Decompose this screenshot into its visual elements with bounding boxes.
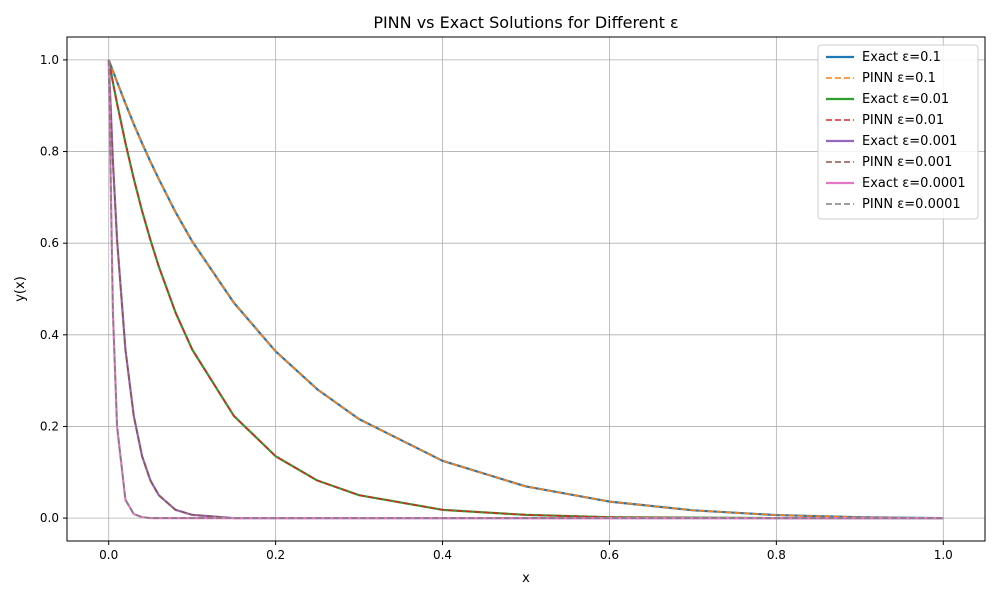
series-line-7 (107, 59, 944, 519)
plot-frame (66, 36, 986, 542)
legend-entry: Exact ε=0.1 (862, 50, 941, 65)
series-line-1 (107, 59, 944, 519)
x-tick-label: 0.0 (99, 548, 118, 562)
x-tick-label: 0.6 (600, 548, 619, 562)
y-tick-label: 1.0 (40, 53, 59, 67)
legend-entry: PINN ε=0.001 (862, 155, 952, 170)
legend: Exact ε=0.1 PINN ε=0.1 Exact ε=0.01 PINN ε=… (817, 44, 979, 220)
legend-entry: Exact ε=0.001 (862, 134, 957, 149)
x-tick-label: 0.8 (767, 548, 786, 562)
x-axis: 0.0 0.2 0.4 0.6 0.8 1.0 (99, 541, 953, 562)
legend-entry: PINN ε=0.01 (862, 113, 944, 128)
legend-entry: PINN ε=0.1 (862, 71, 936, 86)
x-tick-label: 0.2 (266, 548, 285, 562)
x-axis-label: x (522, 571, 530, 586)
y-axis-label: y(x) (13, 276, 28, 302)
legend-entry: PINN ε=0.0001 (862, 197, 961, 212)
x-tick-label: 1.0 (934, 548, 953, 562)
series-layer (107, 59, 944, 520)
y-tick-label: 0.4 (40, 328, 59, 342)
x-tick-label: 0.4 (433, 548, 452, 562)
legend-entry: Exact ε=0.0001 (862, 176, 966, 191)
chart-title: PINN vs Exact Solutions for Different ε (373, 13, 678, 32)
legend-box (817, 44, 979, 220)
y-tick-label: 0.6 (40, 236, 59, 250)
y-tick-label: 0.0 (40, 511, 59, 525)
y-tick-label: 0.2 (40, 419, 59, 433)
y-axis: 0.0 0.2 0.4 0.6 0.8 1.0 (40, 53, 67, 525)
y-tick-label: 0.8 (40, 145, 59, 159)
legend-entry: Exact ε=0.01 (862, 92, 949, 107)
